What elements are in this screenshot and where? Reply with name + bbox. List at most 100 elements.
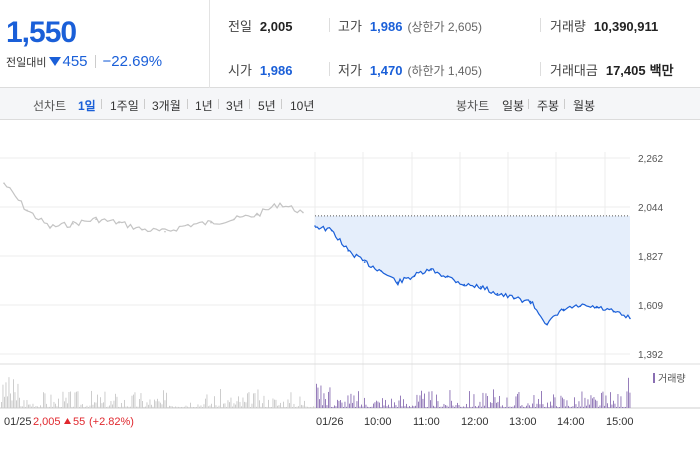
- volume-bar: [359, 406, 361, 408]
- volume-bar: [521, 405, 523, 408]
- volume-bar: [244, 401, 245, 408]
- volume-bar: [545, 406, 547, 408]
- data-point-today: [413, 274, 416, 277]
- volume-bar: [380, 406, 382, 408]
- volume-bar: [329, 387, 331, 408]
- volume-legend-label: 거래량: [658, 373, 686, 385]
- volume-bar: [196, 406, 197, 408]
- x-tick-label: 01/26: [316, 416, 344, 428]
- volume-bar: [347, 395, 349, 408]
- volume-bar: [424, 393, 425, 408]
- price-chart[interactable]: 2,262 2,044 1,827 1,609 1,392 거래량 01/26 10:00…: [0, 120, 700, 450]
- volume-bar: [602, 391, 604, 408]
- volume-bar: [461, 406, 463, 408]
- volume-bar: [392, 406, 394, 408]
- volume-bar: [107, 406, 109, 408]
- volume-bar: [305, 406, 307, 408]
- x-axis-labels: 01/26 10:00 11:00 12:00 13:00 14:00 15:00: [316, 416, 634, 428]
- volume-bar: [454, 406, 455, 408]
- volume-bar: [341, 402, 343, 408]
- volume-bar: [415, 405, 416, 408]
- volume-bar: [398, 400, 400, 408]
- prev-day-info: 01/25 2,005 55 (+2.82%): [4, 416, 134, 428]
- volume-bar: [605, 395, 607, 408]
- data-point-today: [612, 310, 615, 313]
- volume-bar: [202, 406, 203, 408]
- volume-bar: [313, 406, 314, 408]
- volume-bar: [20, 406, 22, 408]
- volume-bar: [127, 406, 128, 408]
- volume-bar: [325, 399, 326, 408]
- volume-bar: [620, 396, 622, 408]
- quote-header: 1,550 전일대비 455 −22.69% 전일 2,005 시가 1,986…: [0, 0, 700, 88]
- tab-period-3y[interactable]: 3년: [226, 99, 244, 113]
- volume-bar: [500, 406, 502, 408]
- tab-candle-daily[interactable]: 일봉: [502, 99, 525, 113]
- series-prev-day-line: [3, 182, 304, 233]
- volume-bar: [466, 403, 467, 408]
- volume-bar: [7, 396, 8, 408]
- volume-bar: [88, 406, 89, 408]
- volume-legend: 거래량: [653, 373, 686, 385]
- volume-bar: [464, 406, 466, 408]
- volume-bar: [109, 405, 110, 408]
- volume-bar: [538, 398, 539, 408]
- change-row: 전일대비 455 −22.69%: [6, 53, 162, 70]
- tab-candle-weekly[interactable]: 주봉: [537, 99, 560, 113]
- volume-bar: [611, 404, 613, 408]
- tab-candle-monthly[interactable]: 월봉: [573, 99, 596, 113]
- volume-bar: [113, 400, 115, 408]
- volume-bar: [49, 406, 50, 408]
- volume-bar: [232, 406, 233, 408]
- volume-bar: [211, 403, 212, 408]
- data-point-today: [496, 292, 499, 295]
- volume-bar: [376, 400, 377, 408]
- volume-bar: [335, 406, 337, 408]
- volume-bar: [317, 387, 319, 408]
- volume-bar: [400, 395, 401, 408]
- volume-bar: [10, 393, 11, 408]
- divider: [564, 99, 565, 109]
- volume-bar: [77, 391, 79, 408]
- volume-bar: [412, 405, 413, 408]
- tab-period-5y[interactable]: 5년: [258, 99, 276, 113]
- tab-period-10y[interactable]: 10년: [290, 99, 315, 113]
- volume-bar: [532, 403, 533, 408]
- volume-bar: [544, 406, 545, 408]
- volume-bar: [440, 406, 442, 408]
- volume-bar: [436, 394, 437, 408]
- volume-bar: [338, 400, 340, 408]
- volume-bar: [155, 401, 157, 408]
- volume-bar: [508, 406, 509, 408]
- up-arrow-icon: [64, 418, 71, 424]
- volume-bar: [209, 405, 211, 408]
- volume-bar: [205, 398, 206, 408]
- volume-bar: [613, 400, 614, 408]
- volume-bar: [112, 404, 113, 408]
- volume-bar: [298, 406, 299, 408]
- volume-bar: [584, 397, 586, 408]
- stat-prev-close: 전일 2,005: [228, 19, 293, 34]
- volume-bar: [56, 406, 58, 408]
- tab-period-3m[interactable]: 3개월: [152, 99, 181, 113]
- volume-bar: [46, 403, 47, 408]
- volume-bar: [188, 406, 190, 408]
- volume-bar: [268, 399, 269, 408]
- tab-period-1w[interactable]: 1주일: [110, 99, 139, 113]
- volume-bar: [506, 397, 508, 408]
- volume-bar: [35, 406, 37, 408]
- volume-bar: [530, 406, 532, 408]
- chart-toolbar: 선차트 1일 1주일 3개월 1년 3년 5년 10년 봉차트 일봉 주봉 월봉: [0, 88, 700, 120]
- volume-bar: [95, 402, 97, 408]
- volume-bar: [328, 391, 329, 408]
- volume-bar: [250, 406, 251, 408]
- volume-bar: [539, 404, 541, 408]
- volume-bar: [128, 406, 130, 408]
- stat-volume: 거래량 10,390,911: [550, 19, 659, 34]
- volume-bar: [479, 401, 481, 408]
- volume-bar: [67, 403, 68, 408]
- tab-period-1y[interactable]: 1년: [195, 99, 213, 113]
- volume-bar: [98, 406, 100, 408]
- volume-bar: [58, 398, 59, 408]
- tab-period-1d[interactable]: 1일: [78, 99, 96, 113]
